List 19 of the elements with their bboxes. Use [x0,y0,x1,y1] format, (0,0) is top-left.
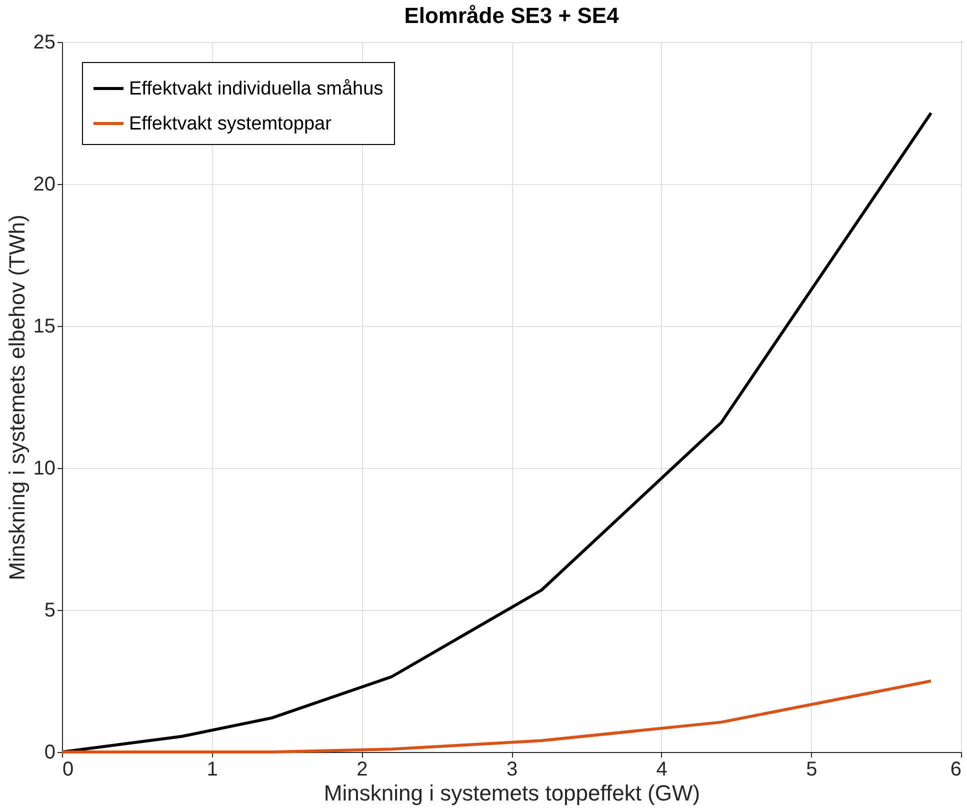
x-tick-label: 0 [62,758,74,780]
y-tick-label: 5 [44,600,56,622]
y-tick-label: 25 [33,32,56,54]
y-tick-label: 10 [33,458,56,480]
x-tick-label: 6 [950,758,962,780]
line-series [60,680,933,754]
y-axis-title: Minskning i systemets elbehov (TWh) [4,214,30,580]
y-tick-label: 0 [44,742,56,764]
y-tick-label: 15 [33,316,56,338]
x-tick-label: 3 [506,758,518,780]
x-axis-title: Minskning i systemets toppeffekt (GW) [324,780,700,806]
x-tick-label: 4 [656,758,668,780]
y-tick-label: 20 [33,174,56,196]
chart-title: Elområde SE3 + SE4 [404,3,620,28]
x-tick-label: 1 [206,758,218,780]
legend-label: Effektvakt individuella småhus [129,78,384,100]
x-tick-label: 5 [806,758,818,780]
x-tick-label: 2 [356,758,368,780]
legend-label: Effektvakt systemtoppar [129,114,332,134]
